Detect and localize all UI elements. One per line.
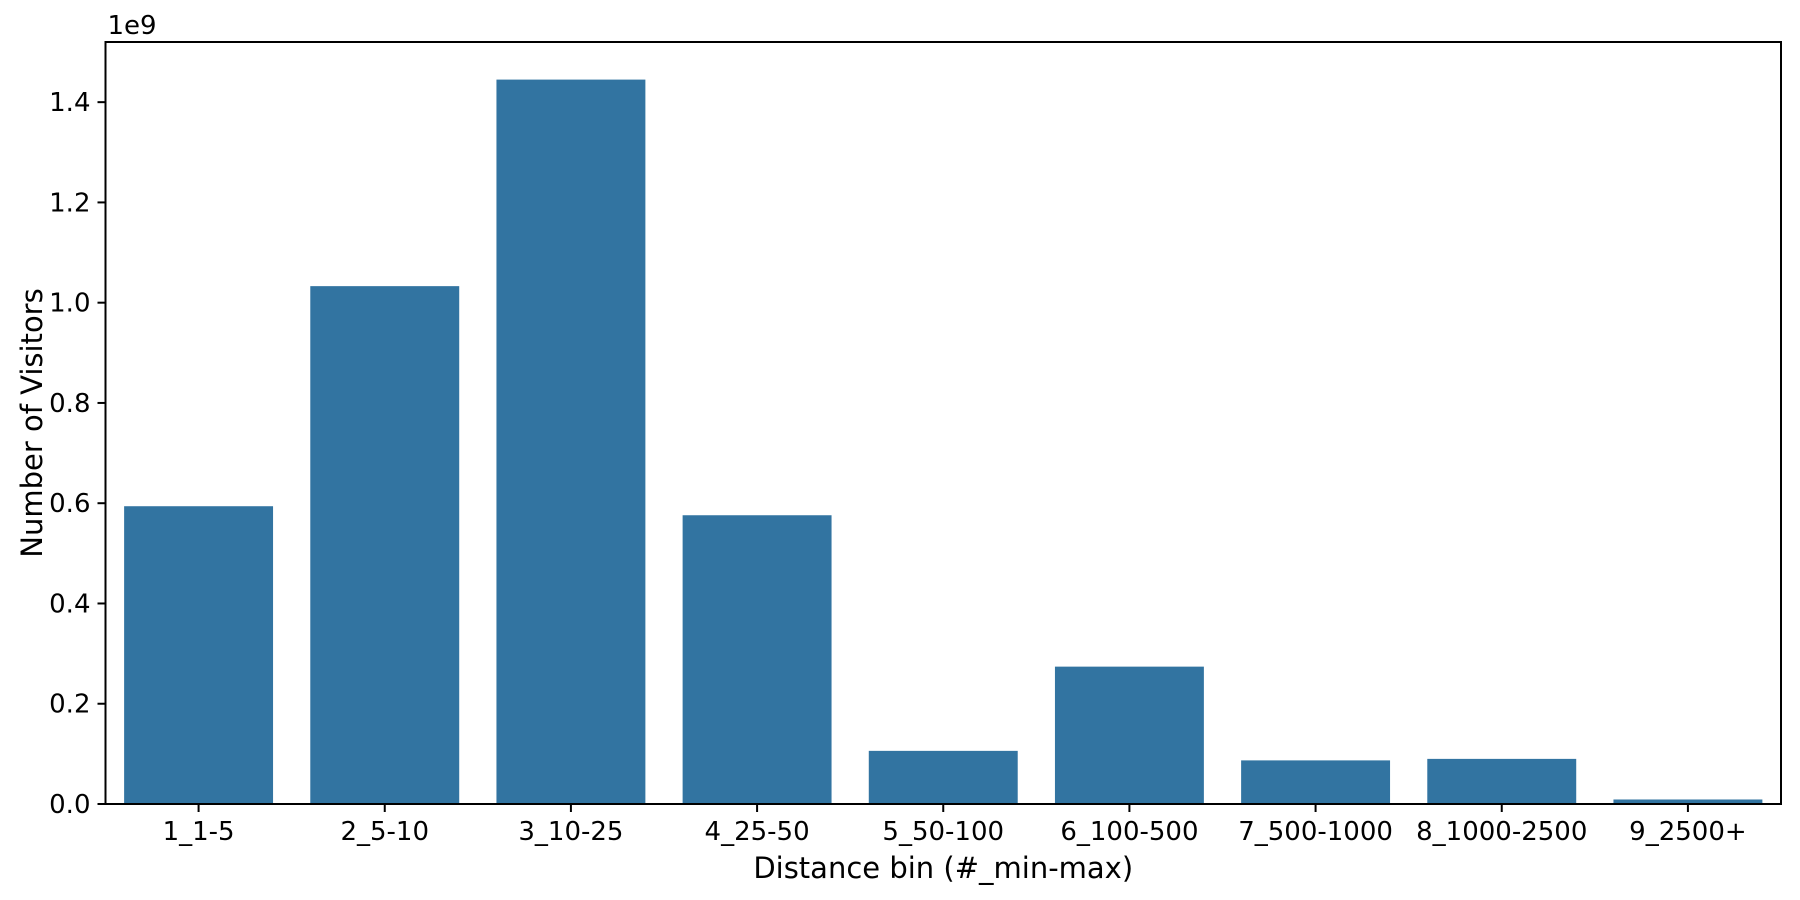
bar-3_10-25 [496, 79, 646, 804]
y-axis-title: Number of Visitors [15, 288, 49, 557]
y-tick-label: 0.0 [49, 790, 90, 820]
x-tick-label: 5_50-100 [882, 817, 1004, 847]
bar-6_100-500 [1054, 666, 1204, 804]
bar-9_2500+ [1613, 799, 1763, 804]
x-tick-label: 6_100-500 [1060, 817, 1198, 847]
bar-4_25-50 [682, 515, 832, 804]
x-tick-label: 2_5-10 [340, 817, 429, 847]
y-tick-label: 1.2 [49, 188, 90, 218]
y-tick-label: 0.6 [49, 489, 90, 519]
bar-8_1000-2500 [1427, 758, 1577, 804]
bar-1_1-5 [124, 506, 274, 804]
y-tick-label: 1.4 [49, 88, 90, 118]
bar-7_500-1000 [1241, 760, 1391, 804]
x-tick-label: 7_500-1000 [1238, 817, 1393, 847]
y-axis-offset-label: 1e9 [108, 11, 157, 41]
bar-5_50-100 [868, 750, 1018, 804]
x-tick-label: 1_1-5 [163, 817, 235, 847]
bar-2_5-10 [310, 286, 460, 805]
y-tick-label: 1.0 [49, 289, 90, 319]
y-tick-label: 0.8 [49, 389, 90, 419]
y-tick-label: 0.2 [49, 690, 90, 720]
x-tick-label: 9_2500+ [1629, 817, 1747, 847]
x-axis-title: Distance bin (#_min-max) [753, 851, 1133, 885]
y-tick-label: 0.4 [49, 589, 90, 619]
x-tick-label: 8_1000-2500 [1416, 817, 1587, 847]
x-tick-label: 4_25-50 [705, 817, 810, 847]
x-tick-label: 3_10-25 [518, 817, 623, 847]
